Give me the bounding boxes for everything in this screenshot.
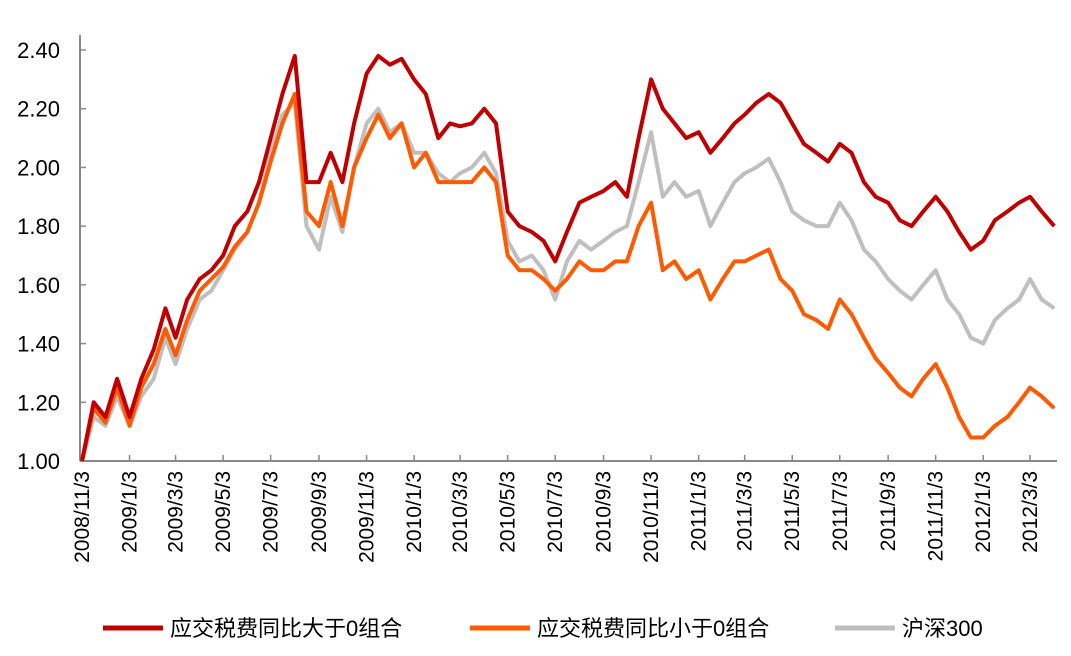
x-tick-label: 2011/1/3 [688, 471, 711, 551]
y-tick-label: 2.20 [17, 97, 60, 122]
series-line-1 [80, 92, 1056, 462]
x-tick-label: 2009/7/3 [260, 471, 283, 553]
legend-item-0: 应交税费同比大于0组合 [103, 616, 402, 641]
x-tick-label: 2009/5/3 [212, 471, 235, 553]
series-lines [80, 53, 1056, 462]
legend-label: 应交税费同比大于0组合 [170, 616, 402, 641]
legend: 应交税费同比大于0组合 应交税费同比小于0组合 沪深300 [103, 616, 983, 641]
series-line-2 [80, 100, 1056, 462]
x-tick-label: 2011/7/3 [829, 471, 852, 551]
x-tick-label: 2010/11/3 [640, 471, 663, 563]
x-tick-label: 2012/1/3 [972, 471, 995, 553]
x-tick-label: 2011/3/3 [734, 471, 757, 551]
y-tick-label: 1.20 [17, 390, 60, 415]
y-tick-label: 2.00 [17, 155, 60, 180]
legend-item-2: 沪深300 [835, 616, 983, 641]
x-axis: 2008/11/3 2009/1/3 2009/3/3 2009/5/3 2009/7/… [71, 455, 1057, 563]
y-tick-label: 1.80 [17, 214, 60, 239]
y-tick-label: 1.00 [17, 449, 60, 474]
x-tick-label: 2010/5/3 [497, 471, 520, 553]
x-tick-label: 2009/3/3 [165, 471, 188, 553]
x-tick-label: 2012/3/3 [1019, 471, 1042, 553]
x-tick-label: 2010/7/3 [544, 471, 567, 553]
x-tick-label: 2009/1/3 [119, 471, 142, 553]
x-tick-label: 2011/9/3 [877, 471, 900, 551]
y-axis: 1.00 1.20 1.40 1.60 1.80 2.00 2.20 2.40 [17, 35, 86, 474]
x-tick-label: 2010/3/3 [449, 471, 472, 553]
x-tick-label: 2009/9/3 [308, 471, 331, 553]
x-tick-label: 2009/11/3 [356, 471, 379, 563]
y-tick-label: 1.40 [17, 332, 60, 357]
x-tick-label: 2010/1/3 [403, 471, 426, 553]
y-tick-label: 1.60 [17, 273, 60, 298]
legend-label: 应交税费同比小于0组合 [537, 616, 769, 641]
x-tick-label: 2008/11/3 [71, 471, 94, 563]
x-tick-label: 2011/5/3 [781, 471, 804, 551]
legend-label: 沪深300 [902, 616, 983, 641]
legend-item-1: 应交税费同比小于0组合 [470, 616, 769, 641]
series-line-0 [80, 53, 1056, 462]
x-tick-label: 2010/9/3 [593, 471, 616, 553]
y-tick-label: 2.40 [17, 38, 60, 63]
x-tick-label: 2011/11/3 [925, 471, 948, 561]
